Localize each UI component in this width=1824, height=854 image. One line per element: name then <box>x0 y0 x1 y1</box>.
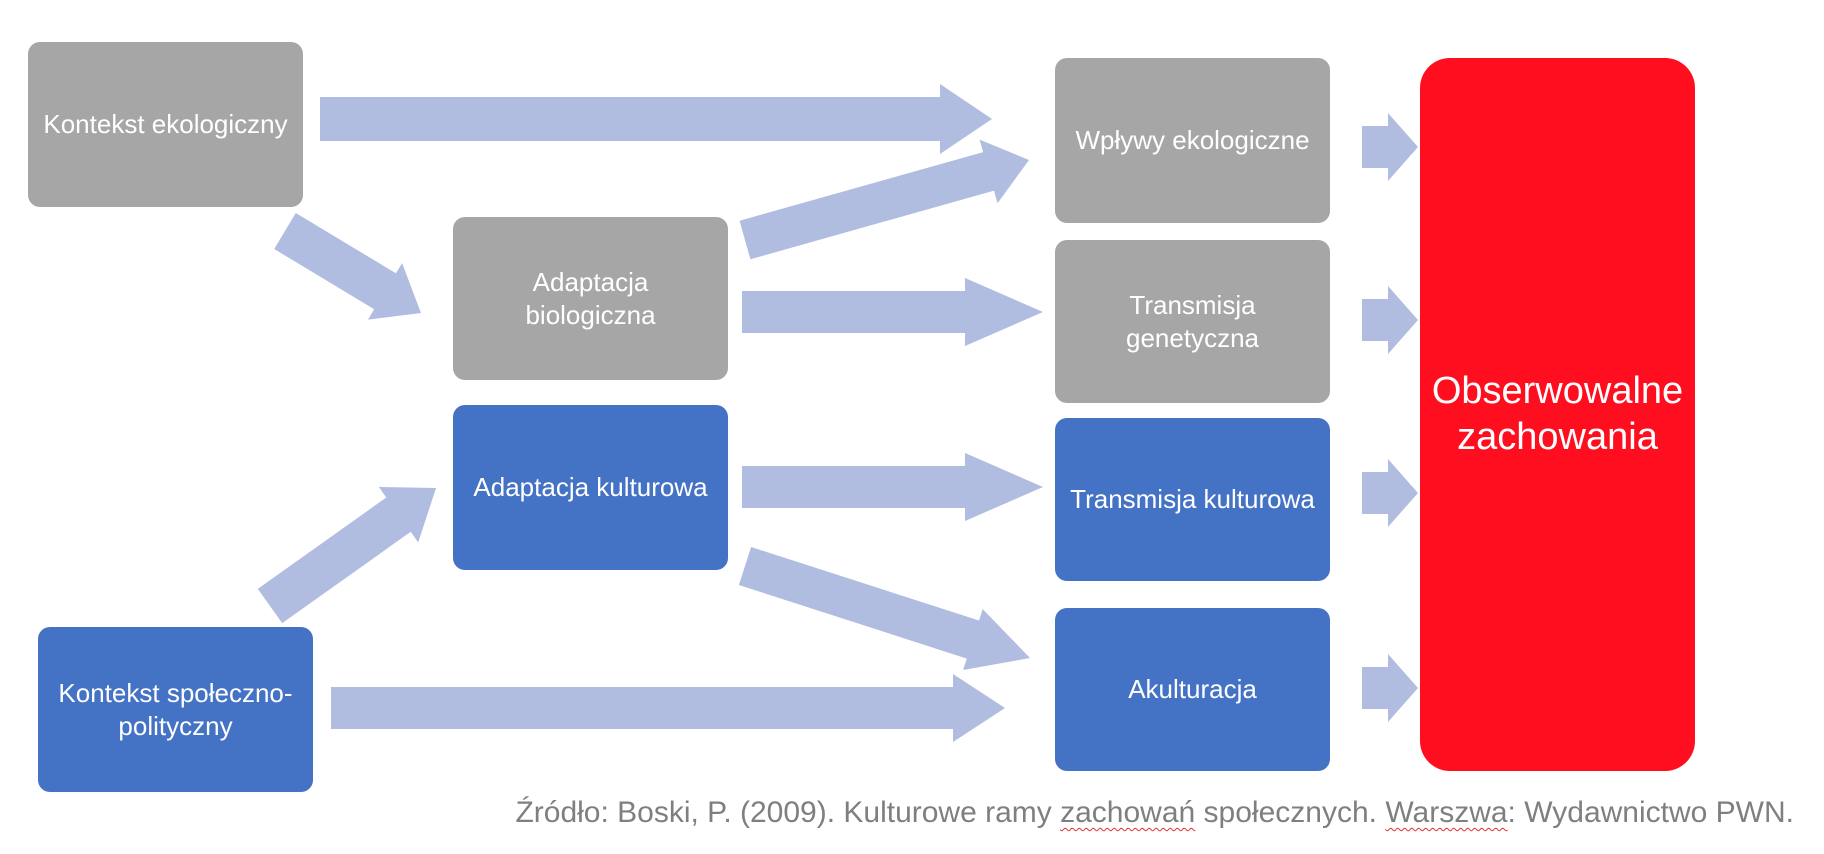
node-biological-adaptation-label: Adaptacja biologiczna <box>525 267 656 330</box>
node-ecological-influences: Wpływy ekologiczne <box>1055 58 1330 223</box>
node-biological-adaptation: Adaptacja biologiczna <box>453 217 728 380</box>
arrow-ecological-context-to-biological-adaptation <box>274 213 421 320</box>
node-genetic-transmission: Transmisja genetyczna <box>1055 240 1330 403</box>
node-cultural-adaptation-label: Adaptacja kulturowa <box>473 472 708 503</box>
source-part-2: społecznych. <box>1195 796 1386 829</box>
node-acculturation-label: Akulturacja <box>1128 674 1257 705</box>
arrow-biological-adaptation-to-genetic-transmission <box>742 278 1043 346</box>
arrow-sociopolitical-context-to-cultural-adaptation <box>257 486 436 624</box>
node-sociopolitical-context-label: Kontekst społeczno- polityczny <box>58 678 293 741</box>
node-ecological-influences-label: Wpływy ekologiczne <box>1075 125 1310 156</box>
node-observable-behaviors: Obserwowalne zachowania <box>1420 58 1695 771</box>
arrow-ecological-context-to-ecological-influences <box>320 84 992 154</box>
node-cultural-transmission-label: Transmisja kulturowa <box>1070 484 1315 515</box>
node-sociopolitical-context: Kontekst społeczno- polityczny <box>38 627 313 792</box>
arrow-cultural-transmission-to-observable-behaviors <box>1362 459 1418 527</box>
arrow-cultural-adaptation-to-cultural-transmission <box>742 453 1043 521</box>
node-ecological-context: Kontekst ekologiczny <box>28 42 303 207</box>
arrow-ecological-influences-to-observable-behaviors <box>1362 113 1418 181</box>
arrow-acculturation-to-observable-behaviors <box>1362 654 1418 722</box>
node-ecological-context-label: Kontekst ekologiczny <box>43 109 288 140</box>
source-citation: Źródło: Boski, P. (2009). Kulturowe ramy… <box>0 796 1794 830</box>
source-word-spellcheck-2: Warszwa <box>1385 796 1508 829</box>
arrow-sociopolitical-context-to-acculturation <box>331 674 1005 742</box>
node-genetic-transmission-label: Transmisja genetyczna <box>1126 290 1259 353</box>
node-observable-behaviors-label: Obserwowalne zachowania <box>1431 369 1684 458</box>
arrow-biological-adaptation-to-ecological-influences <box>739 139 1029 260</box>
source-word-spellcheck-1: zachowań <box>1060 796 1196 829</box>
source-part-1: Źródło: Boski, P. (2009). Kulturowe ramy <box>515 796 1061 829</box>
node-cultural-transmission: Transmisja kulturowa <box>1055 418 1330 581</box>
node-acculturation: Akulturacja <box>1055 608 1330 771</box>
arrow-cultural-adaptation-to-acculturation <box>738 547 1030 670</box>
source-part-3: : Wydawnictwo PWN. <box>1507 796 1794 829</box>
arrow-genetic-transmission-to-observable-behaviors <box>1362 286 1418 354</box>
node-cultural-adaptation: Adaptacja kulturowa <box>453 405 728 570</box>
